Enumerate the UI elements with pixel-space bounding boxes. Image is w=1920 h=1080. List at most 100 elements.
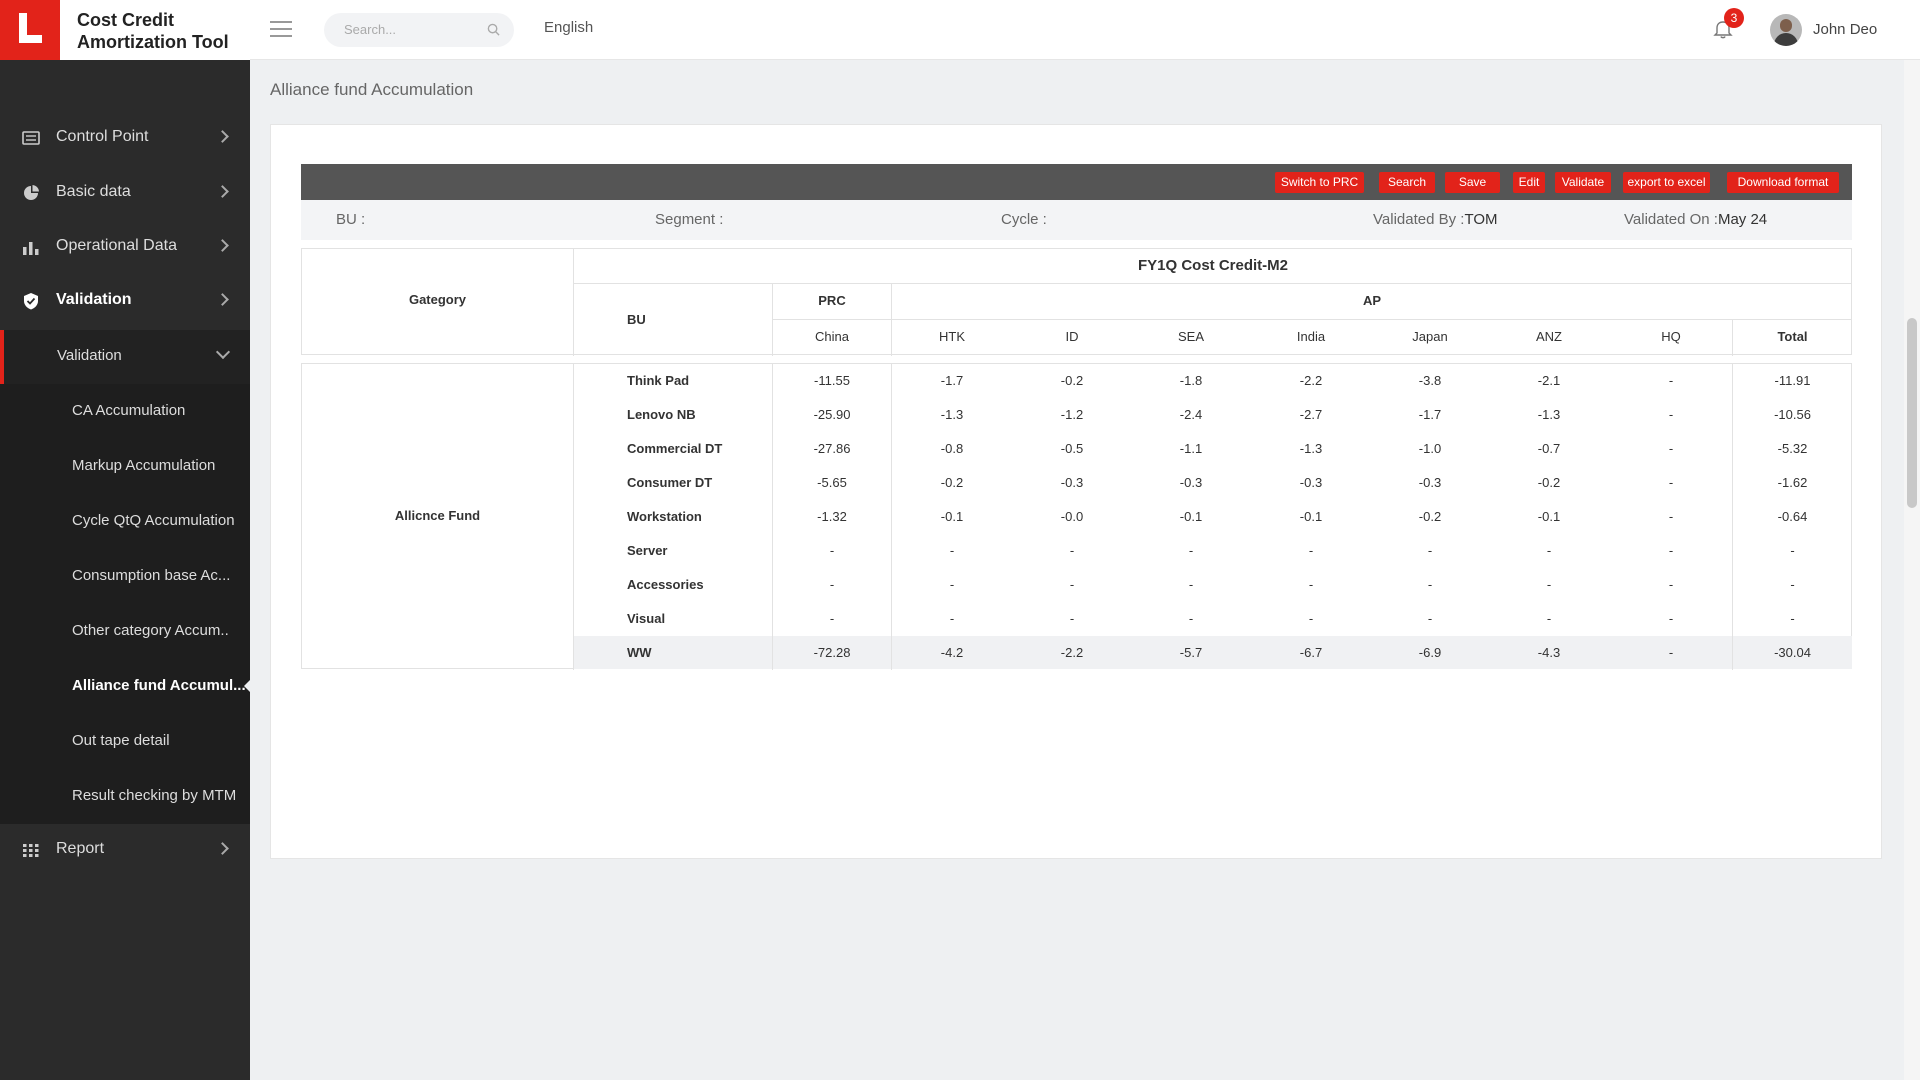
save-button[interactable]: Save [1445,172,1500,193]
table-cell: - [1188,611,1194,626]
table-cell: - [1308,543,1314,558]
category-cell: Allicnce Fund [394,508,481,523]
table-cell: -0.64 [1777,509,1808,524]
bell-icon[interactable] [1712,18,1734,40]
download-format-button[interactable]: Download format [1727,172,1839,193]
segment-filter-label[interactable]: Segment : [655,211,724,228]
search-button[interactable]: Search [1379,172,1435,193]
menu-toggle-icon[interactable] [270,21,292,37]
validate-button[interactable]: Validate [1555,172,1611,193]
pie-chart-icon [24,185,39,200]
sidebar-leaf-label: Cycle QtQ Accumulation [72,512,235,529]
list-icon [22,131,40,145]
table-cell: - [1546,577,1552,592]
sidebar-leaf-alliance-fund[interactable]: Alliance fund Accumul... [0,659,251,714]
bu-header: BU [627,312,646,327]
table-cell: -27.86 [813,441,851,456]
search-box[interactable]: Search... [324,13,514,47]
bu-row-label: WW [627,645,652,660]
table-cell: - [1668,475,1674,490]
table-cell: -10.56 [1774,407,1811,422]
table-cell: - [949,611,955,626]
sidebar-item-operational-data[interactable]: Operational Data [0,222,250,272]
sidebar-item-label: Report [56,840,105,857]
table-cell: -3.8 [1418,373,1442,388]
table-cell: - [1188,543,1194,558]
table-cell: - [1668,645,1674,660]
shield-check-icon [24,293,38,310]
table-cell: - [1427,577,1433,592]
column-header: China [815,329,849,344]
table-cell: - [949,577,955,592]
sidebar-item-label: Control Point [56,128,149,145]
chevron-right-icon [216,239,229,252]
bu-row-label: Commercial DT [627,441,723,456]
table-cell: - [1188,577,1194,592]
table-cell: -72.28 [813,645,851,660]
bu-filter-label[interactable]: BU : [336,211,366,228]
avatar[interactable] [1770,14,1802,46]
export-to-excel-button[interactable]: export to excel [1623,172,1710,193]
sidebar-leaf-consumption-base[interactable]: Consumption base Ac... [0,549,250,604]
table-header: Gategory FY1Q Cost Credit-M2 BU PRC AP C… [301,248,1852,356]
sidebar-subitem-validation[interactable]: Validation [0,330,250,384]
bu-row-label: Consumer DT [627,475,713,490]
table-cell: -4.2 [940,645,964,660]
scrollbar[interactable] [1904,60,1920,1080]
validated-on-label: Validated On : [1624,211,1718,228]
table-cell: -2.1 [1537,373,1561,388]
bu-row-label: Lenovo NB [627,407,696,422]
table-cell: -1.3 [1537,407,1561,422]
notification-badge[interactable]: 3 [1724,8,1744,28]
sidebar-item-report[interactable]: Report [0,825,250,875]
sidebar-leaf-out-tape-detail[interactable]: Out tape detail [0,714,250,769]
table-cell: - [1069,543,1075,558]
cycle-filter-label[interactable]: Cycle : [1001,211,1047,228]
table-cell: -0.7 [1537,441,1561,456]
table-cell: -0.8 [940,441,964,456]
bu-row-label: Visual [627,611,666,626]
table-cell: -0.1 [1179,509,1203,524]
sidebar-item-control-point[interactable]: Control Point [0,113,250,163]
table-cell: -1.2 [1060,407,1084,422]
sidebar-item-validation[interactable]: Validation [0,276,250,326]
column-header: Total [1777,329,1808,344]
app-title: Cost Credit Amortization Tool [77,10,229,52]
table-cell: -1.7 [940,373,964,388]
search-icon[interactable] [487,23,500,36]
language-selector[interactable]: English [544,19,594,36]
table-cell: -1.8 [1179,373,1203,388]
table-cell: - [829,611,835,626]
edit-button[interactable]: Edit [1513,172,1545,193]
table-cell: - [829,577,835,592]
sidebar-leaf-result-checking[interactable]: Result checking by MTM [0,769,250,824]
sidebar-leaf-label: Out tape detail [72,732,170,749]
table-cell: - [1668,509,1674,524]
sidebar-leaf-ca-accumulation[interactable]: CA Accumulation [0,384,250,439]
sidebar-leaf-markup-accumulation[interactable]: Markup Accumulation [0,439,250,494]
table-cell: -0.2 [1060,373,1084,388]
sidebar-item-basic-data[interactable]: Basic data [0,168,250,218]
table-cell: -0.2 [940,475,964,490]
sidebar-leaf-cycle-qtq-accumulation[interactable]: Cycle QtQ Accumulation [0,494,250,549]
table-cell: - [1790,577,1795,592]
switch-to-prc-button[interactable]: Switch to PRC [1275,172,1364,193]
table-cell: -0.1 [1537,509,1561,524]
search-input[interactable]: Search... [344,22,397,37]
validated-by: Validated By :TOM [1373,211,1498,228]
table-cell: - [1427,543,1433,558]
table-cell: -1.3 [940,407,964,422]
user-name[interactable]: John Deo [1813,21,1878,38]
category-header: Gategory [408,292,467,307]
table-cell: -0.3 [1060,475,1084,490]
table-cell: - [829,543,835,558]
bu-row-label: Think Pad [627,373,690,388]
scrollbar-thumb[interactable] [1907,318,1917,508]
table-cell: -0.1 [1299,509,1323,524]
table-cell: - [1308,577,1314,592]
sidebar-leaf-other-category[interactable]: Other category Accum.. [0,604,250,659]
sidebar-item-label: Validation [56,291,132,308]
page-title: Alliance fund Accumulation [270,80,474,99]
lenovo-logo[interactable] [0,0,60,60]
table-body: Allicnce Fund Think Pad -11.55 -1.7 -0.2 -1.… [301,363,1852,670]
